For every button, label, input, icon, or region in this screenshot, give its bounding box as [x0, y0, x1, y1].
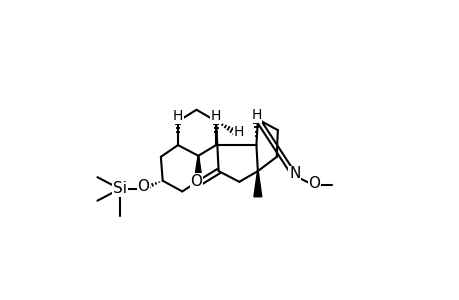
Polygon shape — [253, 171, 261, 197]
Polygon shape — [194, 156, 202, 181]
Text: H: H — [233, 125, 244, 139]
Text: H: H — [251, 108, 261, 122]
Text: O: O — [190, 174, 202, 189]
Text: Si: Si — [112, 182, 127, 196]
Text: N: N — [289, 167, 300, 182]
Text: H: H — [173, 109, 183, 123]
Text: O: O — [137, 178, 149, 194]
Text: H: H — [211, 109, 221, 123]
Text: O: O — [308, 176, 320, 191]
